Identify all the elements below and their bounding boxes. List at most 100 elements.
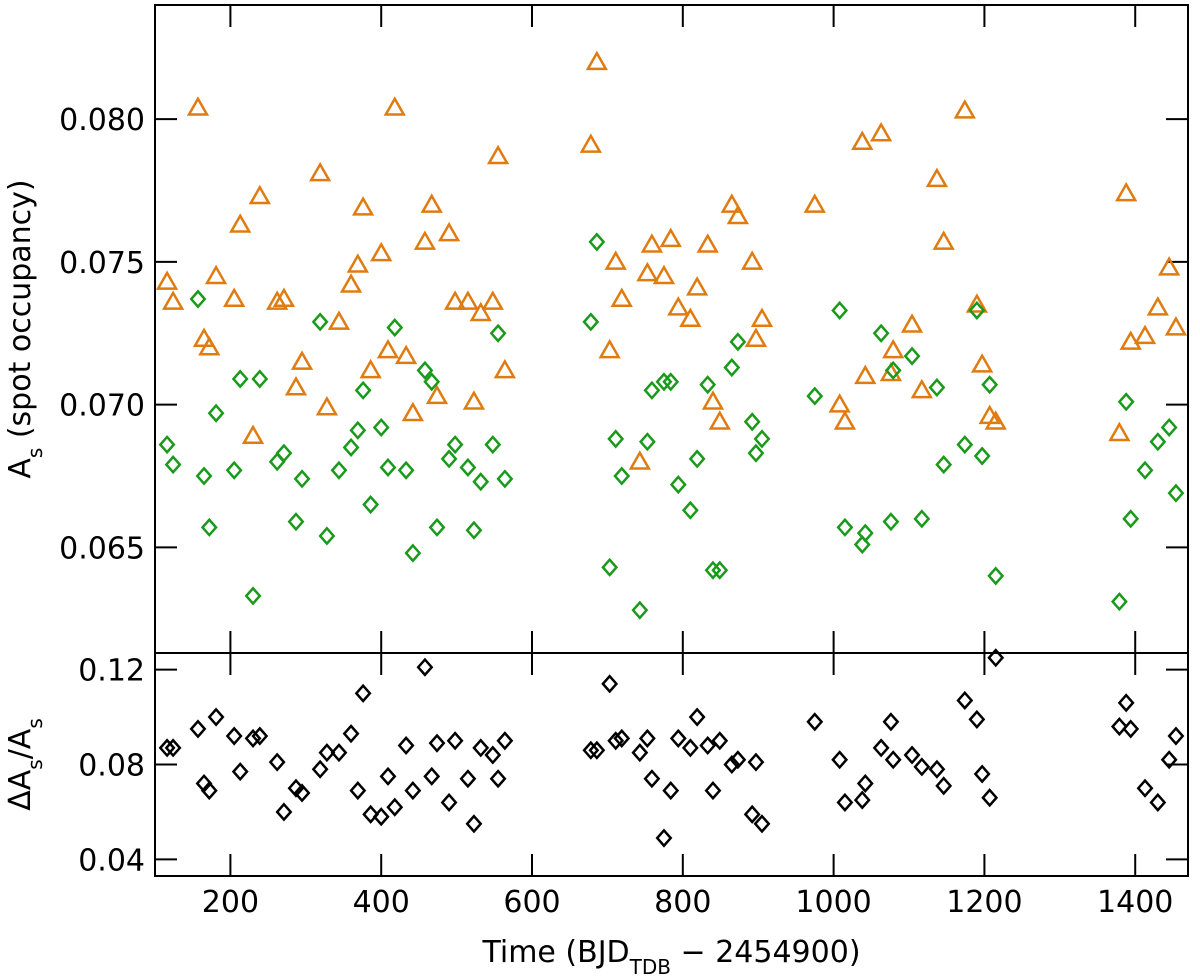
diamond-marker <box>806 386 824 406</box>
diamond-marker <box>164 455 182 475</box>
triangle-marker <box>1164 316 1188 336</box>
diamond-marker <box>882 712 900 732</box>
diamond-marker <box>973 446 991 466</box>
diamond-marker <box>836 792 854 812</box>
diamond-marker <box>484 745 502 765</box>
triangle-marker <box>394 344 418 365</box>
triangle-marker <box>241 424 265 445</box>
triangle-marker <box>1146 296 1169 316</box>
triangle-marker <box>579 133 602 153</box>
diamond-marker <box>268 452 286 472</box>
triangle-marker <box>636 261 659 282</box>
diamond-marker <box>372 417 390 438</box>
triangle-marker <box>376 338 400 359</box>
diamond-marker <box>643 769 661 789</box>
diamond-marker <box>1117 693 1135 713</box>
triangle-marker <box>803 193 826 213</box>
diamond-marker <box>747 752 765 772</box>
triangle-marker <box>1115 181 1138 202</box>
diamond-marker <box>1149 792 1167 812</box>
triangle-marker <box>610 287 633 308</box>
diamond-marker <box>318 526 336 546</box>
y-axis-label-part: s <box>23 448 47 458</box>
triangle-marker <box>437 221 461 242</box>
diamond-marker <box>729 332 747 352</box>
diamond-marker <box>753 429 771 449</box>
triangle-marker <box>383 96 406 116</box>
diamond-marker <box>831 300 849 320</box>
diamond-marker <box>189 289 207 309</box>
diamond-marker <box>342 437 360 458</box>
triangle-marker <box>481 290 504 310</box>
diamond-marker <box>928 377 946 398</box>
y-tick-label: 0.12 <box>78 654 145 689</box>
diamond-marker <box>903 346 921 366</box>
triangle-marker <box>659 227 682 248</box>
triangle-marker <box>744 327 768 347</box>
triangle-marker <box>413 230 437 250</box>
diamond-marker <box>872 738 890 758</box>
diamond-marker <box>836 517 854 537</box>
y-axis-label-part: ΔA <box>3 769 38 811</box>
diamond-marker <box>293 469 311 489</box>
triangle-marker <box>493 358 517 379</box>
triangle-marker <box>900 313 924 333</box>
diamond-marker <box>428 733 446 753</box>
diamond-marker <box>723 357 741 378</box>
diamond-marker <box>669 728 687 748</box>
triangle-marker <box>229 213 252 233</box>
diamond-marker <box>318 743 336 763</box>
diamond-marker <box>397 460 415 480</box>
diamond-marker <box>1136 778 1154 798</box>
diamond-marker <box>440 449 458 469</box>
diamond-marker <box>416 360 434 380</box>
diamond-marker <box>973 764 991 784</box>
triangle-marker <box>370 241 393 262</box>
diamond-marker <box>747 443 765 463</box>
diamond-marker <box>342 724 360 744</box>
diamond-marker <box>928 759 946 779</box>
triangle-marker <box>953 99 976 119</box>
x-tick-label: 200 <box>202 885 259 920</box>
diamond-marker <box>158 738 176 758</box>
triangle-marker <box>308 161 332 182</box>
diamond-marker <box>362 495 380 515</box>
diamond-marker <box>1167 483 1185 503</box>
diamond-marker <box>362 804 380 824</box>
diamond-marker <box>354 683 372 703</box>
diamond-marker <box>743 412 761 432</box>
diamond-marker <box>489 769 507 789</box>
diamond-marker <box>853 790 871 810</box>
triangle-marker <box>351 196 375 216</box>
plot-frame <box>154 652 1189 877</box>
triangle-marker <box>1119 330 1142 350</box>
diamond-marker <box>1110 717 1128 737</box>
diamond-marker <box>472 472 490 492</box>
triangle-marker <box>155 270 179 290</box>
diamond-marker <box>372 807 390 827</box>
triangle-marker <box>882 338 905 359</box>
diamond-marker <box>423 766 441 786</box>
triangle-marker <box>720 193 743 213</box>
diamond-marker <box>588 740 606 760</box>
diamond-marker <box>496 731 514 751</box>
x-tick-label: 600 <box>503 885 560 920</box>
y-axis-label-part: s <box>23 759 47 769</box>
triangle-marker <box>346 253 369 273</box>
diamond-marker <box>1110 592 1128 612</box>
diamond-marker <box>582 740 600 760</box>
diamond-marker <box>268 752 286 772</box>
diamond-marker <box>379 457 397 477</box>
diamond-marker <box>484 435 502 455</box>
diamond-marker <box>669 475 687 495</box>
diamond-marker <box>1117 392 1135 412</box>
diamond-marker <box>349 781 367 801</box>
triangle-marker <box>443 290 467 310</box>
diamond-marker <box>607 429 625 449</box>
diamond-marker <box>655 828 673 848</box>
x-tick-label: 1400 <box>1097 885 1173 920</box>
y-tick-label: 0.04 <box>78 843 145 878</box>
diamond-marker <box>311 759 329 779</box>
diamond-marker <box>588 232 606 252</box>
diamond-marker <box>753 814 771 834</box>
